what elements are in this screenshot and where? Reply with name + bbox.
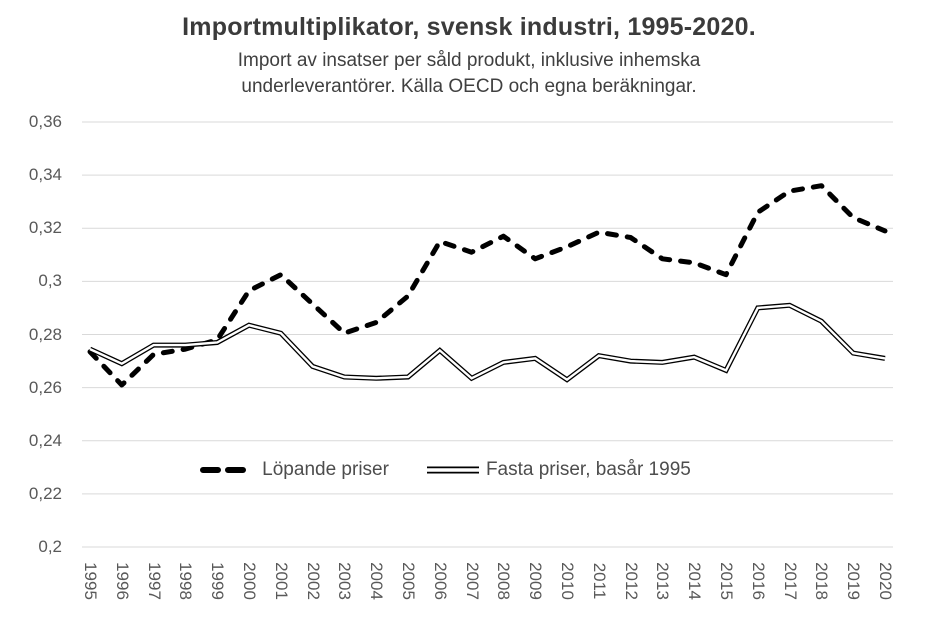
y-tick-label: 0,2 bbox=[38, 537, 62, 556]
x-tick-label: 2012 bbox=[621, 562, 641, 600]
x-tick-label: 1997 bbox=[144, 562, 164, 600]
x-tick-label: 1999 bbox=[208, 562, 228, 600]
chart-legend: Löpande priser Fasta priser, basår 1995 bbox=[0, 451, 890, 489]
x-tick-label: 2013 bbox=[653, 562, 673, 600]
x-tick-label: 2014 bbox=[685, 562, 705, 600]
legend-label-fasta-priser: Fasta priser, basår 1995 bbox=[485, 459, 691, 480]
legend-label-lopande-priser: Löpande priser bbox=[262, 459, 389, 480]
x-tick-label: 2019 bbox=[844, 562, 864, 600]
y-tick-label: 0,34 bbox=[28, 165, 62, 185]
x-tick-label: 2008 bbox=[494, 562, 514, 600]
double-line-sample-icon bbox=[426, 466, 479, 474]
x-tick-label: 2003 bbox=[335, 562, 355, 600]
x-tick-label: 1998 bbox=[176, 562, 196, 600]
y-tick-label: 0,32 bbox=[28, 218, 62, 238]
x-tick-label: 2009 bbox=[526, 562, 546, 600]
chart-title: Importmultiplikator, svensk industri, 19… bbox=[182, 13, 756, 41]
series-group bbox=[87, 183, 888, 388]
chart-subtitle: Import av insatser per såld produkt, ink… bbox=[0, 48, 938, 100]
series-lopande-priser-line bbox=[87, 183, 888, 388]
x-tick-label: 2020 bbox=[876, 562, 895, 600]
y-tick-label: 0,22 bbox=[28, 483, 62, 503]
x-tick-label: 1995 bbox=[81, 562, 100, 600]
x-tick-label: 2002 bbox=[303, 562, 323, 600]
chart-subtitle-line-2: underleverantörer. Källa OECD och egna b… bbox=[241, 76, 697, 97]
y-tick-label: 0,24 bbox=[28, 430, 62, 450]
x-tick-label: 2007 bbox=[462, 562, 482, 600]
x-tick-label: 2006 bbox=[430, 562, 450, 600]
x-tick-label: 2010 bbox=[558, 562, 577, 600]
x-tick-label: 2004 bbox=[367, 562, 387, 600]
chart-header: Importmultiplikator, svensk industri, 19… bbox=[0, 13, 938, 100]
x-tick-label: 1996 bbox=[112, 562, 132, 600]
x-tick-label: 2015 bbox=[717, 562, 736, 600]
y-tick-label: 0,36 bbox=[28, 112, 62, 131]
legend-item-fasta-priser: Fasta priser, basår 1995 bbox=[425, 459, 691, 481]
dashed-line-sample-icon bbox=[200, 467, 257, 473]
y-tick-label: 0,26 bbox=[28, 377, 62, 397]
x-tick-label: 2017 bbox=[780, 562, 800, 600]
x-tick-label: 2018 bbox=[812, 562, 832, 600]
series-fasta-priser-line-core bbox=[89, 304, 886, 382]
chart-subtitle-line-1: Import av insatser per såld produkt, ink… bbox=[237, 50, 701, 71]
x-tick-label: 2011 bbox=[589, 562, 609, 600]
x-tick-label: 2005 bbox=[399, 562, 418, 600]
gridlines bbox=[82, 121, 893, 548]
legend-item-lopande-priser: Löpande priser bbox=[199, 459, 389, 481]
x-tick-label: 2000 bbox=[240, 562, 259, 600]
x-tick-label: 2001 bbox=[271, 562, 291, 600]
x-tick-label: 2016 bbox=[748, 562, 768, 600]
y-tick-label: 0,28 bbox=[28, 324, 62, 344]
y-tick-label: 0,3 bbox=[38, 271, 62, 291]
